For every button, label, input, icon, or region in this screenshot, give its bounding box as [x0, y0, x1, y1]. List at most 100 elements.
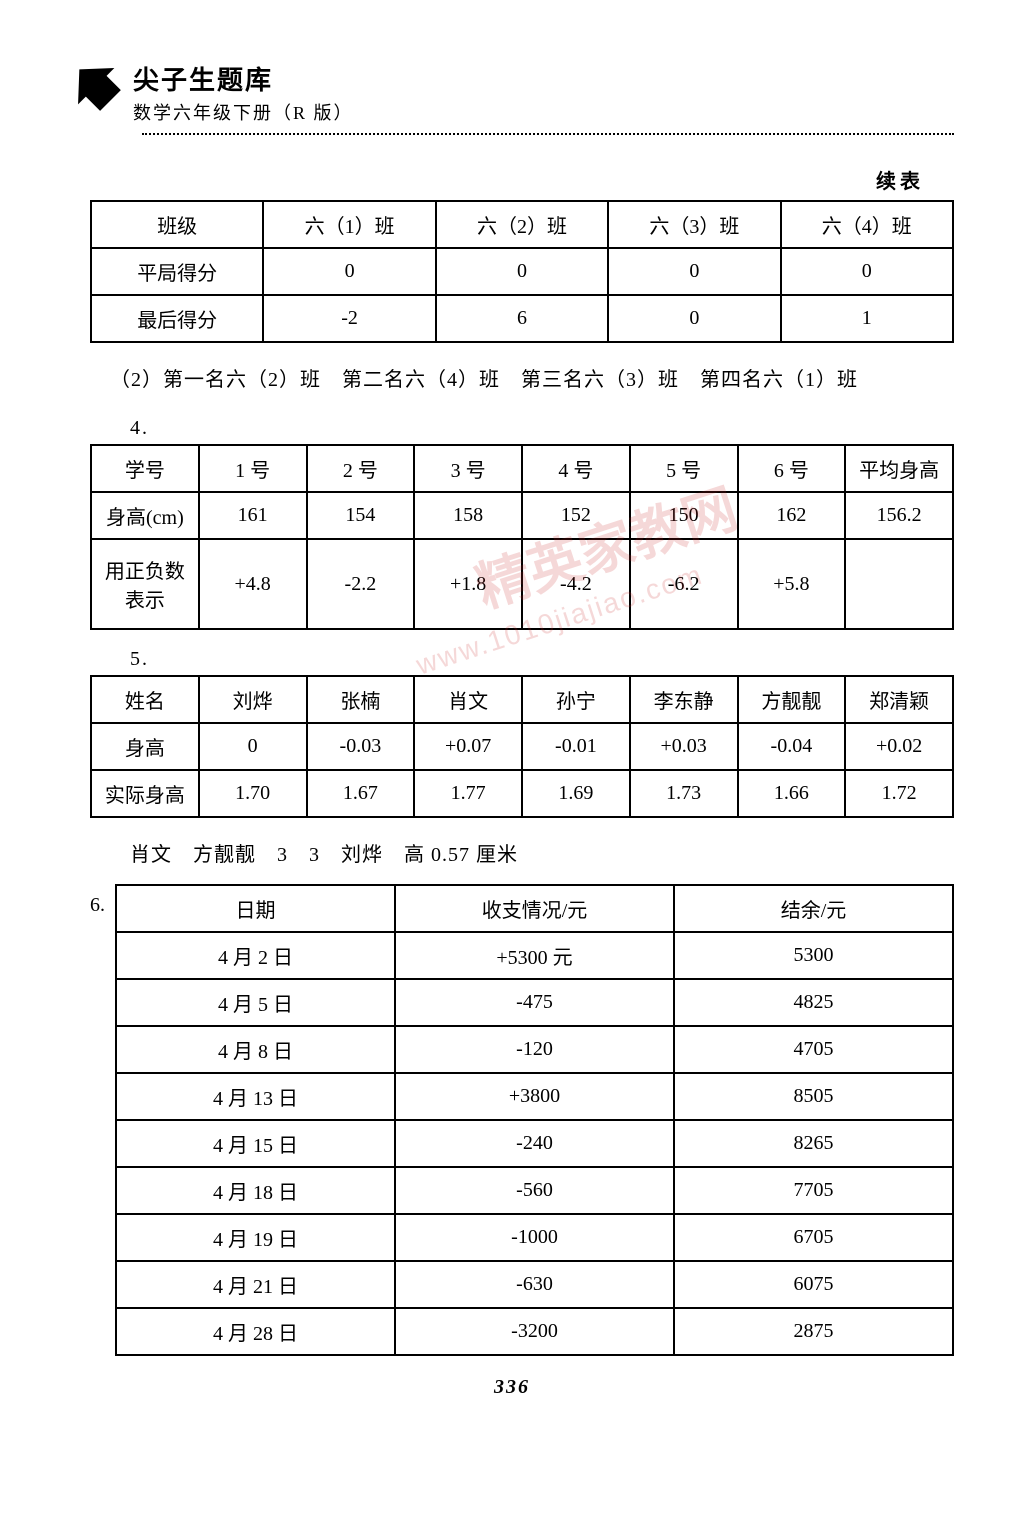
cell: 方靓靓: [738, 676, 846, 723]
cell: 0: [608, 248, 780, 295]
cell: 6 号: [738, 445, 846, 492]
cell: 刘烨: [199, 676, 307, 723]
cell: +0.07: [414, 723, 522, 770]
page-number: 336: [70, 1376, 954, 1399]
cell: 姓名: [91, 676, 199, 723]
cell: [845, 539, 953, 629]
cell: 8505: [674, 1073, 953, 1120]
cell: 162: [738, 492, 846, 539]
cell: -0.03: [307, 723, 415, 770]
cell: 孙宁: [522, 676, 630, 723]
table-row: 4 月 5 日-4754825: [116, 979, 953, 1026]
cell: 156.2: [845, 492, 953, 539]
question-4-label: 4.: [130, 417, 954, 440]
cell: 六（3）班: [608, 201, 780, 248]
cell: +4.8: [199, 539, 307, 629]
cell: 0: [781, 248, 953, 295]
cell: 张楠: [307, 676, 415, 723]
cell: 4 月 13 日: [116, 1073, 395, 1120]
cell: 平局得分: [91, 248, 263, 295]
cell: 班级: [91, 201, 263, 248]
question-6-label: 6.: [90, 894, 105, 917]
cell: 4 月 2 日: [116, 932, 395, 979]
table-5-wrap: 姓名 刘烨 张楠 肖文 孙宁 李东静 方靓靓 郑清颖 身高 0 -0.03 +0…: [90, 675, 954, 818]
cell: -120: [395, 1026, 674, 1073]
cell: 152: [522, 492, 630, 539]
cell: -4.2: [522, 539, 630, 629]
cell: 平均身高: [845, 445, 953, 492]
table-4: 学号 1 号 2 号 3 号 4 号 5 号 6 号 平均身高 身高(cm) 1…: [90, 444, 954, 630]
cell: 158: [414, 492, 522, 539]
cell: 2875: [674, 1308, 953, 1355]
cell: +5.8: [738, 539, 846, 629]
cell: 1.69: [522, 770, 630, 817]
cell: 六（4）班: [781, 201, 953, 248]
cell: 1: [781, 295, 953, 342]
cell: +3800: [395, 1073, 674, 1120]
cell: +0.02: [845, 723, 953, 770]
cell: 结余/元: [674, 885, 953, 932]
cell: 六（1）班: [263, 201, 435, 248]
table-row: 4 月 8 日-1204705: [116, 1026, 953, 1073]
cell: 李东静: [630, 676, 738, 723]
cell: 150: [630, 492, 738, 539]
table-row: 实际身高 1.70 1.67 1.77 1.69 1.73 1.66 1.72: [91, 770, 953, 817]
cell: 4 月 15 日: [116, 1120, 395, 1167]
cell: 4 号: [522, 445, 630, 492]
cell: 1.66: [738, 770, 846, 817]
table-row: 班级 六（1）班 六（2）班 六（3）班 六（4）班: [91, 201, 953, 248]
cell: 身高: [91, 723, 199, 770]
table-1: 班级 六（1）班 六（2）班 六（3）班 六（4）班 平局得分 0 0 0 0 …: [90, 200, 954, 343]
cell: -2.2: [307, 539, 415, 629]
dotted-divider: [142, 133, 954, 135]
cell: 0: [436, 248, 608, 295]
cell: 161: [199, 492, 307, 539]
cell: -630: [395, 1261, 674, 1308]
table-row: 平局得分 0 0 0 0: [91, 248, 953, 295]
cell: 8265: [674, 1120, 953, 1167]
document-page: 尖子生题库 数学六年级下册（R 版） 续表 班级 六（1）班 六（2）班 六（3…: [0, 0, 1024, 1439]
table-row: 日期 收支情况/元 结余/元: [116, 885, 953, 932]
cell: 5300: [674, 932, 953, 979]
cell: -475: [395, 979, 674, 1026]
arrow-icon: [70, 60, 125, 120]
cell: 4 月 28 日: [116, 1308, 395, 1355]
title-block: 尖子生题库 数学六年级下册（R 版）: [133, 60, 354, 125]
book-title: 尖子生题库: [133, 60, 354, 97]
cell: 4825: [674, 979, 953, 1026]
table-row: 身高 0 -0.03 +0.07 -0.01 +0.03 -0.04 +0.02: [91, 723, 953, 770]
cell: 1.67: [307, 770, 415, 817]
cell: 4 月 8 日: [116, 1026, 395, 1073]
answer-text-5: 肖文 方靓靓 3 3 刘烨 高 0.57 厘米: [130, 836, 954, 874]
cell: 154: [307, 492, 415, 539]
cell: 5 号: [630, 445, 738, 492]
cell: 6: [436, 295, 608, 342]
cell: 实际身高: [91, 770, 199, 817]
cell: 2 号: [307, 445, 415, 492]
cell: 收支情况/元: [395, 885, 674, 932]
cell: 1.72: [845, 770, 953, 817]
cell: -0.01: [522, 723, 630, 770]
table-6: 日期 收支情况/元 结余/元 4 月 2 日+5300 元5300 4 月 5 …: [115, 884, 954, 1356]
table-row: 4 月 28 日-32002875: [116, 1308, 953, 1355]
cell: 6075: [674, 1261, 953, 1308]
table-4-wrap: 精英家教网 www.1010jiajiao.com 学号 1 号 2 号 3 号…: [90, 444, 954, 630]
cell: 学号: [91, 445, 199, 492]
cell: 0: [263, 248, 435, 295]
cell: +1.8: [414, 539, 522, 629]
cell: -1000: [395, 1214, 674, 1261]
cell: 肖文: [414, 676, 522, 723]
cell: 0: [199, 723, 307, 770]
cell: 4 月 21 日: [116, 1261, 395, 1308]
cell: 1.77: [414, 770, 522, 817]
table-row: 学号 1 号 2 号 3 号 4 号 5 号 6 号 平均身高: [91, 445, 953, 492]
cell: 6705: [674, 1214, 953, 1261]
table-5: 姓名 刘烨 张楠 肖文 孙宁 李东静 方靓靓 郑清颖 身高 0 -0.03 +0…: [90, 675, 954, 818]
cell: 1.70: [199, 770, 307, 817]
cell: -3200: [395, 1308, 674, 1355]
book-subtitle: 数学六年级下册（R 版）: [133, 99, 354, 125]
cell: -240: [395, 1120, 674, 1167]
table-row: 4 月 15 日-2408265: [116, 1120, 953, 1167]
table-row: 4 月 2 日+5300 元5300: [116, 932, 953, 979]
cell: 身高(cm): [91, 492, 199, 539]
